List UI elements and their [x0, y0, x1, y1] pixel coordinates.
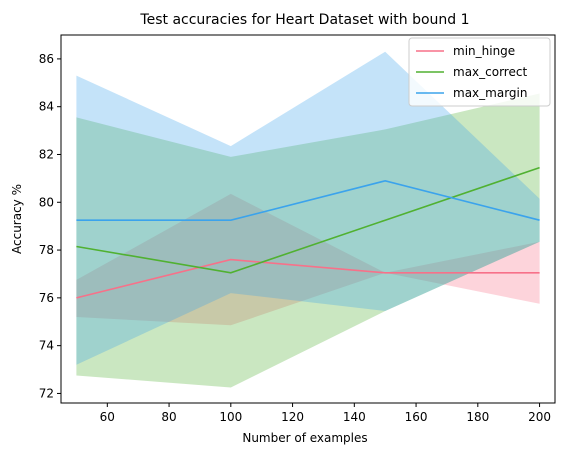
x-tick-label: 180 [466, 410, 489, 424]
legend-label-max_correct: max_correct [453, 65, 527, 79]
y-tick-label: 76 [39, 291, 54, 305]
x-tick-label: 200 [528, 410, 551, 424]
legend-box [408, 37, 551, 107]
max_correct-confidence-band [76, 93, 540, 388]
max_margin-line [76, 179, 540, 221]
y-tick-label: 82 [39, 147, 54, 161]
y-tick-label: 86 [39, 52, 54, 66]
x-tick-label: 60 [100, 410, 115, 424]
y-tick-label: 78 [39, 243, 54, 257]
min_hinge-line [76, 258, 540, 299]
y-axis-label: Accuracy % [10, 184, 24, 254]
legend: min_hinge max_correct max_margin [408, 37, 551, 107]
series-lines [76, 166, 540, 299]
y-tick-label: 74 [39, 339, 54, 353]
x-axis-ticks: 60 80 100 120 140 160 180 200 [100, 403, 551, 424]
chart-title: Test accuracies for Heart Dataset with b… [139, 12, 469, 28]
max_correct-line [76, 166, 540, 274]
x-tick-label: 120 [281, 410, 304, 424]
x-tick-label: 160 [405, 410, 428, 424]
y-axis-ticks: 72 74 76 78 80 82 84 86 [39, 52, 61, 400]
x-tick-label: 80 [161, 410, 176, 424]
y-tick-label: 84 [39, 100, 54, 114]
x-tick-label: 140 [343, 410, 366, 424]
max_margin-confidence-band [76, 51, 540, 365]
confidence-bands [76, 51, 540, 388]
plot-frame [60, 34, 556, 404]
y-tick-label: 72 [39, 386, 54, 400]
x-axis-label: Number of examples [242, 431, 367, 445]
y-tick-label: 80 [39, 195, 54, 209]
legend-label-max_margin: max_margin [453, 86, 527, 100]
x-tick-label: 100 [219, 410, 242, 424]
legend-label-min_hinge: min_hinge [453, 44, 515, 58]
min_hinge-confidence-band [76, 193, 540, 326]
